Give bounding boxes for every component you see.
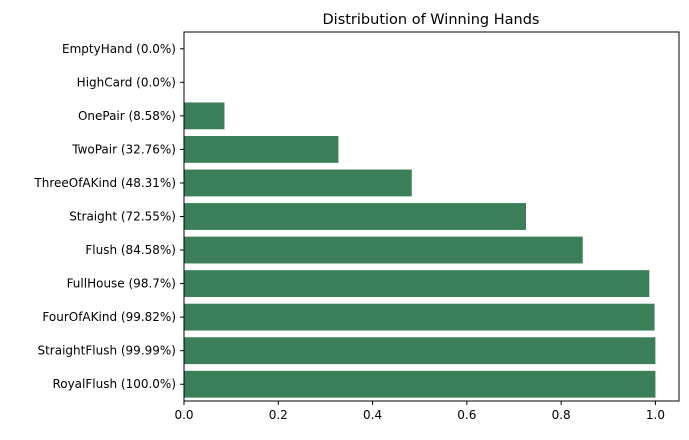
x-tick-label: 0.0 bbox=[174, 408, 193, 422]
y-tick-label: TwoPair (32.76%) bbox=[71, 142, 176, 156]
y-axis: EmptyHand (0.0%) HighCard (0.0%) OnePair (… bbox=[33, 42, 184, 391]
chart-title: Distribution of Winning Hands bbox=[323, 12, 540, 28]
x-tick-label: 0.8 bbox=[552, 408, 571, 422]
y-tick-label: Flush (84.58%) bbox=[85, 243, 176, 257]
bar bbox=[184, 370, 656, 398]
y-tick-label: EmptyHand (0.0%) bbox=[62, 42, 176, 56]
bar bbox=[184, 337, 656, 365]
x-tick-label: 0.4 bbox=[363, 408, 382, 422]
y-tick-label: StraightFlush (99.99%) bbox=[37, 344, 176, 358]
x-tick-label: 0.2 bbox=[269, 408, 288, 422]
y-tick-label: OnePair (8.58%) bbox=[78, 109, 176, 123]
y-tick-label: FourOfAKind (99.82%) bbox=[42, 310, 176, 324]
bar bbox=[184, 270, 650, 298]
plot-frame bbox=[183, 31, 680, 402]
y-tick-label: Straight (72.55%) bbox=[69, 210, 176, 224]
y-tick-label: FullHouse (98.7%) bbox=[67, 277, 176, 291]
y-tick-label: RoyalFlush (100.0%) bbox=[52, 377, 176, 391]
bars-layer bbox=[184, 102, 656, 398]
x-tick-label: 0.6 bbox=[457, 408, 476, 422]
x-axis: 0.0 0.2 0.4 0.6 0.8 1.0 bbox=[174, 401, 665, 422]
bar bbox=[184, 169, 412, 197]
x-tick-label: 1.0 bbox=[646, 408, 665, 422]
y-tick-label: ThreeOfAKind (48.31%) bbox=[33, 176, 176, 190]
bar bbox=[184, 236, 583, 264]
y-tick-label: HighCard (0.0%) bbox=[77, 75, 176, 89]
bar bbox=[184, 102, 225, 130]
bar bbox=[184, 203, 527, 230]
bar bbox=[184, 303, 655, 331]
bar bbox=[184, 135, 339, 163]
